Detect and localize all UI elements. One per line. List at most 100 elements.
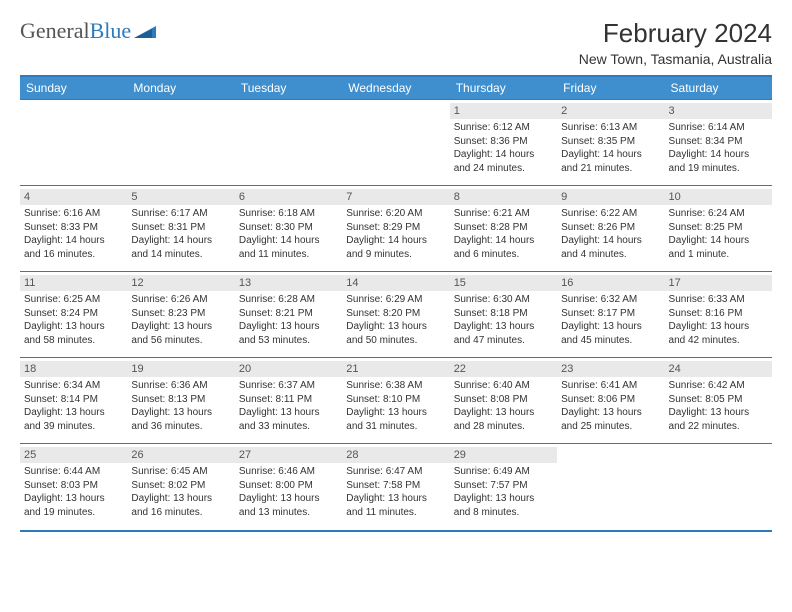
day-info: Sunrise: 6:20 AMSunset: 8:29 PMDaylight:…	[346, 207, 445, 261]
day-info: Sunrise: 6:36 AMSunset: 8:13 PMDaylight:…	[131, 379, 230, 433]
day-info: Sunrise: 6:16 AMSunset: 8:33 PMDaylight:…	[24, 207, 123, 261]
day-number: 10	[665, 189, 772, 205]
calendar-cell: 1 Sunrise: 6:12 AMSunset: 8:36 PMDaylight…	[450, 100, 557, 186]
logo-text-1: General	[20, 18, 90, 44]
calendar-cell: 16 Sunrise: 6:32 AMSunset: 8:17 PMDayligh…	[557, 272, 664, 358]
day-info: Sunrise: 6:26 AMSunset: 8:23 PMDaylight:…	[131, 293, 230, 347]
day-info: Sunrise: 6:13 AMSunset: 8:35 PMDaylight:…	[561, 121, 660, 175]
day-number: 27	[235, 447, 342, 463]
weekday-header: Thursday	[450, 77, 557, 100]
logo-triangle-icon	[134, 18, 156, 44]
day-info: Sunrise: 6:34 AMSunset: 8:14 PMDaylight:…	[24, 379, 123, 433]
day-info: Sunrise: 6:40 AMSunset: 8:08 PMDaylight:…	[454, 379, 553, 433]
day-info: Sunrise: 6:18 AMSunset: 8:30 PMDaylight:…	[239, 207, 338, 261]
calendar-cell: 17Sunrise: 6:33 AMSunset: 8:16 PMDayligh…	[665, 272, 772, 358]
calendar-cell: 2 Sunrise: 6:13 AMSunset: 8:35 PMDaylight…	[557, 100, 664, 186]
day-info: Sunrise: 6:24 AMSunset: 8:25 PMDaylight:…	[669, 207, 768, 261]
calendar-cell: 6 Sunrise: 6:18 AMSunset: 8:30 PMDaylight…	[235, 186, 342, 272]
calendar-row: 18Sunrise: 6:34 AMSunset: 8:14 PMDayligh…	[20, 358, 772, 444]
calendar-cell: 4 Sunrise: 6:16 AMSunset: 8:33 PMDaylight…	[20, 186, 127, 272]
day-info: Sunrise: 6:14 AMSunset: 8:34 PMDaylight:…	[669, 121, 768, 175]
day-number: 2	[557, 103, 664, 119]
day-number: 3	[665, 103, 772, 119]
calendar-cell-empty	[342, 100, 449, 186]
logo: GeneralBlue	[20, 18, 156, 44]
day-number: 22	[450, 361, 557, 377]
day-number: 5	[127, 189, 234, 205]
day-number: 6	[235, 189, 342, 205]
page-subtitle: New Town, Tasmania, Australia	[579, 51, 772, 67]
calendar-cell: 9 Sunrise: 6:22 AMSunset: 8:26 PMDaylight…	[557, 186, 664, 272]
calendar-cell: 27 Sunrise: 6:46 AMSunset: 8:00 PMDayligh…	[235, 444, 342, 530]
calendar-cell: 24Sunrise: 6:42 AMSunset: 8:05 PMDayligh…	[665, 358, 772, 444]
day-number: 7	[342, 189, 449, 205]
day-number: 21	[342, 361, 449, 377]
day-number: 14	[342, 275, 449, 291]
day-info: Sunrise: 6:49 AMSunset: 7:57 PMDaylight:…	[454, 465, 553, 519]
day-number: 4	[20, 189, 127, 205]
page-title: February 2024	[579, 18, 772, 49]
weekday-header: Sunday	[20, 77, 127, 100]
day-number: 16	[557, 275, 664, 291]
day-number: 25	[20, 447, 127, 463]
day-info: Sunrise: 6:46 AMSunset: 8:00 PMDaylight:…	[239, 465, 338, 519]
weekday-header: Tuesday	[235, 77, 342, 100]
weekday-header: Wednesday	[342, 77, 449, 100]
day-number: 1	[450, 103, 557, 119]
calendar-cell: 3 Sunrise: 6:14 AMSunset: 8:34 PMDaylight…	[665, 100, 772, 186]
calendar-cell: 11 Sunrise: 6:25 AMSunset: 8:24 PMDayligh…	[20, 272, 127, 358]
day-info: Sunrise: 6:30 AMSunset: 8:18 PMDaylight:…	[454, 293, 553, 347]
day-number: 20	[235, 361, 342, 377]
day-number: 17	[665, 275, 772, 291]
day-number: 23	[557, 361, 664, 377]
weekday-header: Saturday	[665, 77, 772, 100]
title-block: February 2024 New Town, Tasmania, Austra…	[579, 18, 772, 67]
calendar-cell: 10 Sunrise: 6:24 AMSunset: 8:25 PMDayligh…	[665, 186, 772, 272]
calendar-cell: 8 Sunrise: 6:21 AMSunset: 8:28 PMDaylight…	[450, 186, 557, 272]
weekday-header-row: SundayMondayTuesdayWednesdayThursdayFrid…	[20, 77, 772, 100]
day-info: Sunrise: 6:22 AMSunset: 8:26 PMDaylight:…	[561, 207, 660, 261]
calendar-cell: 23 Sunrise: 6:41 AMSunset: 8:06 PMDayligh…	[557, 358, 664, 444]
day-info: Sunrise: 6:41 AMSunset: 8:06 PMDaylight:…	[561, 379, 660, 433]
day-number: 19	[127, 361, 234, 377]
calendar-row: 1 Sunrise: 6:12 AMSunset: 8:36 PMDaylight…	[20, 100, 772, 186]
calendar-cell: 28 Sunrise: 6:47 AMSunset: 7:58 PMDayligh…	[342, 444, 449, 530]
calendar-cell: 26Sunrise: 6:45 AMSunset: 8:02 PMDayligh…	[127, 444, 234, 530]
calendar-cell-empty	[665, 444, 772, 530]
day-info: Sunrise: 6:28 AMSunset: 8:21 PMDaylight:…	[239, 293, 338, 347]
calendar-cell: 20 Sunrise: 6:37 AMSunset: 8:11 PMDayligh…	[235, 358, 342, 444]
calendar-cell: 18Sunrise: 6:34 AMSunset: 8:14 PMDayligh…	[20, 358, 127, 444]
day-number: 9	[557, 189, 664, 205]
calendar-cell-empty	[20, 100, 127, 186]
day-info: Sunrise: 6:32 AMSunset: 8:17 PMDaylight:…	[561, 293, 660, 347]
calendar-row: 25 Sunrise: 6:44 AMSunset: 8:03 PMDayligh…	[20, 444, 772, 530]
day-number: 8	[450, 189, 557, 205]
calendar-cell: 29Sunrise: 6:49 AMSunset: 7:57 PMDayligh…	[450, 444, 557, 530]
calendar-cell-empty	[557, 444, 664, 530]
calendar-cell: 13 Sunrise: 6:28 AMSunset: 8:21 PMDayligh…	[235, 272, 342, 358]
day-info: Sunrise: 6:25 AMSunset: 8:24 PMDaylight:…	[24, 293, 123, 347]
divider-bottom	[20, 530, 772, 532]
day-info: Sunrise: 6:37 AMSunset: 8:11 PMDaylight:…	[239, 379, 338, 433]
day-info: Sunrise: 6:17 AMSunset: 8:31 PMDaylight:…	[131, 207, 230, 261]
calendar-cell: 15Sunrise: 6:30 AMSunset: 8:18 PMDayligh…	[450, 272, 557, 358]
calendar-cell: 25 Sunrise: 6:44 AMSunset: 8:03 PMDayligh…	[20, 444, 127, 530]
calendar-cell: 7 Sunrise: 6:20 AMSunset: 8:29 PMDaylight…	[342, 186, 449, 272]
calendar-cell: 21Sunrise: 6:38 AMSunset: 8:10 PMDayligh…	[342, 358, 449, 444]
day-number: 12	[127, 275, 234, 291]
day-number: 28	[342, 447, 449, 463]
day-number: 11	[20, 275, 127, 291]
day-number: 26	[127, 447, 234, 463]
calendar-cell: 22 Sunrise: 6:40 AMSunset: 8:08 PMDayligh…	[450, 358, 557, 444]
calendar-cell: 5 Sunrise: 6:17 AMSunset: 8:31 PMDaylight…	[127, 186, 234, 272]
day-info: Sunrise: 6:12 AMSunset: 8:36 PMDaylight:…	[454, 121, 553, 175]
calendar-row: 11 Sunrise: 6:25 AMSunset: 8:24 PMDayligh…	[20, 272, 772, 358]
day-number: 13	[235, 275, 342, 291]
weekday-header: Monday	[127, 77, 234, 100]
day-number: 24	[665, 361, 772, 377]
day-info: Sunrise: 6:21 AMSunset: 8:28 PMDaylight:…	[454, 207, 553, 261]
day-info: Sunrise: 6:44 AMSunset: 8:03 PMDaylight:…	[24, 465, 123, 519]
logo-text-2: Blue	[90, 18, 132, 44]
calendar-body: 1 Sunrise: 6:12 AMSunset: 8:36 PMDaylight…	[20, 100, 772, 530]
day-info: Sunrise: 6:47 AMSunset: 7:58 PMDaylight:…	[346, 465, 445, 519]
